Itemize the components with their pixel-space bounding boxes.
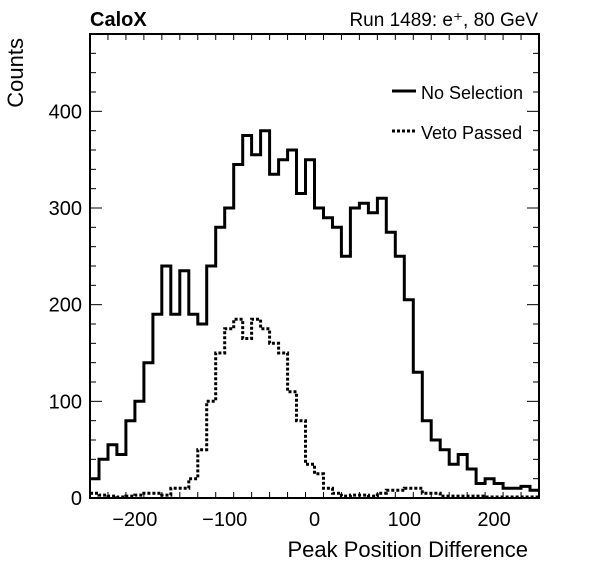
y-tick-label: 200 [49,295,82,317]
series-no-selection-line [90,129,539,492]
y-axis-label: Counts [3,38,28,108]
legend-label-veto-passed: Veto Passed [421,123,522,143]
chart-title-right: Run 1489: e⁺, 80 GeV [349,10,538,31]
plot-axes: −200 −100 0 100 200 0 100 200 300 400 [49,33,540,531]
y-tick-label: 100 [49,391,82,413]
x-tick-label: 200 [477,509,510,531]
plot-frame [89,33,540,499]
series-veto-passed-line [90,317,539,499]
x-tick-label: −100 [202,509,247,531]
chart-title-left: CaloX [90,9,147,31]
y-tick-label: 0 [71,488,82,510]
x-tick-label: 0 [309,509,320,531]
x-tick-label: −200 [112,509,157,531]
legend-label-no-selection: No Selection [421,83,523,103]
x-axis-label: Peak Position Difference [287,537,528,562]
legend: No Selection Veto Passed [392,83,523,143]
x-tick-label: 100 [388,509,421,531]
y-tick-label: 300 [49,198,82,220]
series-layer [90,129,539,499]
y-tick-label: 400 [49,101,82,123]
